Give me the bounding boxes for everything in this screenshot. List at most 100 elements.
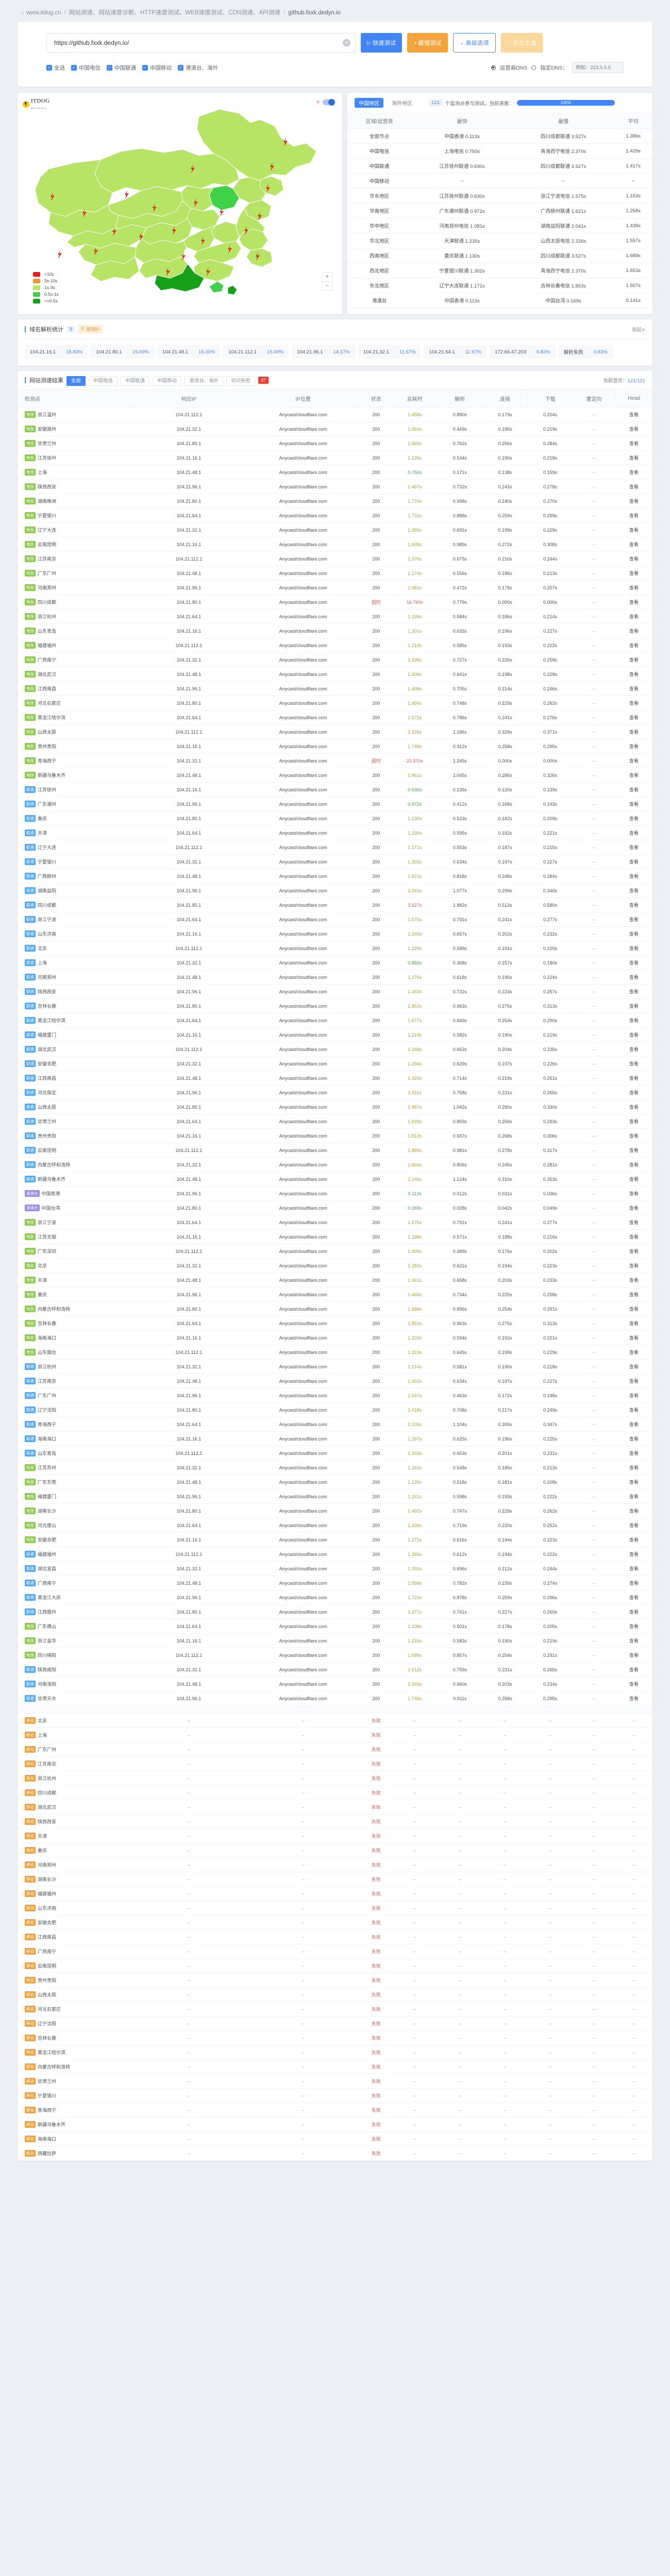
result-head-link[interactable]: 查看 bbox=[615, 1676, 652, 1691]
table-row[interactable]: 移动 福建福州 -- -- 失败 -- -- -- -- -- -- bbox=[18, 1886, 652, 1901]
table-row[interactable]: 移动 广东广州 -- -- 失败 -- -- -- -- -- -- bbox=[18, 1742, 652, 1757]
checkbox-mark[interactable]: ✓ bbox=[142, 64, 148, 71]
table-row[interactable]: 移动 安徽合肥 -- -- 失败 -- -- -- -- -- -- bbox=[18, 1915, 652, 1930]
result-head-link[interactable]: 查看 bbox=[615, 1489, 652, 1504]
table-row[interactable]: 电信 山东青岛 104.21.16.1 Anycast/cloudflare.com 2… bbox=[18, 623, 652, 638]
result-head-link[interactable]: -- bbox=[615, 1857, 652, 1872]
result-head-link[interactable]: 查看 bbox=[615, 1417, 652, 1432]
checkbox-mark[interactable]: ✓ bbox=[107, 64, 112, 71]
table-row[interactable]: 移动 吉林长春 -- -- 失败 -- -- -- -- -- -- bbox=[18, 2030, 652, 2045]
result-head-link[interactable]: 查看 bbox=[615, 1475, 652, 1489]
result-head-link[interactable]: 查看 bbox=[615, 1128, 652, 1143]
table-row[interactable]: 联通 山东济南 104.21.16.1 Anycast/cloudflare.com 2… bbox=[18, 926, 652, 941]
table-row[interactable]: 电信 北京 104.21.32.1 Anycast/cloudflare.com 200… bbox=[18, 1258, 652, 1273]
url-input[interactable] bbox=[46, 33, 356, 53]
result-head-link[interactable]: -- bbox=[615, 1800, 652, 1815]
table-row[interactable]: 联通 黑龙江大庆 104.21.96.1 Anycast/cloudflare.com… bbox=[18, 1590, 652, 1605]
table-row[interactable]: 移动 浙江杭州 -- -- 失败 -- -- -- -- -- -- bbox=[18, 1771, 652, 1786]
table-row[interactable]: 电信 四川成都 104.21.80.1 Anycast/cloudflare.com 超… bbox=[18, 595, 652, 609]
table-row[interactable]: 电信 山东烟台 104.21.112.1 Anycast/cloudflare.com… bbox=[18, 1345, 652, 1360]
table-row[interactable]: 移动 江西南昌 -- -- 失败 -- -- -- -- -- -- bbox=[18, 1929, 652, 1944]
result-head-link[interactable]: 查看 bbox=[615, 998, 652, 1013]
custom-dns-input[interactable] bbox=[572, 62, 624, 73]
result-head-link[interactable]: 查看 bbox=[615, 1561, 652, 1576]
result-head-link[interactable]: 查看 bbox=[615, 1604, 652, 1619]
result-head-link[interactable]: -- bbox=[615, 2002, 652, 2016]
result-head-link[interactable]: -- bbox=[615, 1958, 652, 1973]
result-head-link[interactable]: 查看 bbox=[615, 566, 652, 581]
table-row[interactable]: 电信 湖南长沙 104.21.80.1 Anycast/cloudflare.com 2… bbox=[18, 1503, 652, 1518]
table-row[interactable]: 电信 重庆 104.21.96.1 Anycast/cloudflare.com 200… bbox=[18, 1287, 652, 1302]
table-row[interactable]: 电信 江苏无锡 104.21.16.1 Anycast/cloudflare.com 2… bbox=[18, 1229, 652, 1244]
result-head-link[interactable]: -- bbox=[615, 1929, 652, 1944]
table-row[interactable]: 联通 江苏南京 104.21.48.1 Anycast/cloudflare.com 2… bbox=[18, 1374, 652, 1388]
result-head-link[interactable]: -- bbox=[615, 1973, 652, 1988]
result-head-link[interactable]: 查看 bbox=[615, 1345, 652, 1360]
result-head-link[interactable]: 查看 bbox=[615, 1633, 652, 1648]
table-row[interactable]: 移动 贵州贵阳 -- -- 失败 -- -- -- -- -- -- bbox=[18, 1973, 652, 1988]
result-head-link[interactable]: -- bbox=[615, 2059, 652, 2074]
table-row[interactable]: 电信 浙江杭州 104.21.64.1 Anycast/cloudflare.com 2… bbox=[18, 609, 652, 624]
result-head-link[interactable]: -- bbox=[615, 1756, 652, 1771]
table-row[interactable]: 电信 江西南昌 104.21.96.1 Anycast/cloudflare.com 2… bbox=[18, 681, 652, 696]
fast-test-button[interactable]: ▷ 快速测试 bbox=[361, 33, 403, 53]
result-head-link[interactable]: 查看 bbox=[615, 522, 652, 537]
table-row[interactable]: 联通 陕西西安 104.21.96.1 Anycast/cloudflare.com 2… bbox=[18, 984, 652, 999]
results-filter-5[interactable]: 访问失败 bbox=[226, 376, 256, 386]
result-head-link[interactable]: -- bbox=[615, 1771, 652, 1786]
table-row[interactable]: 联通 浙江宁波 104.21.64.1 Anycast/cloudflare.com 2… bbox=[18, 912, 652, 927]
table-row[interactable]: 港澳台 中国台湾 104.21.80.1 Anycast/cloudflare.com… bbox=[18, 1200, 652, 1215]
result-head-link[interactable]: -- bbox=[615, 2074, 652, 2089]
table-row[interactable]: 移动 四川成都 -- -- 失败 -- -- -- -- -- -- bbox=[18, 1785, 652, 1800]
result-head-link[interactable]: -- bbox=[615, 1828, 652, 1843]
result-head-link[interactable]: -- bbox=[615, 1727, 652, 1742]
result-head-link[interactable]: 查看 bbox=[615, 407, 652, 422]
table-row[interactable]: 联通 福建厦门 104.21.16.1 Anycast/cloudflare.com 2… bbox=[18, 1027, 652, 1042]
table-row[interactable]: 电信 安徽合肥 104.21.16.1 Anycast/cloudflare.com 2… bbox=[18, 1532, 652, 1547]
table-row[interactable]: 联通 内蒙古呼和浩特 104.21.32.1 Anycast/cloudflare.c… bbox=[18, 1157, 652, 1172]
result-head-link[interactable]: -- bbox=[615, 2146, 652, 2161]
table-row[interactable]: 联通 辽宁沈阳 104.21.80.1 Anycast/cloudflare.com 2… bbox=[18, 1402, 652, 1417]
generating-button[interactable]: ◠ 正在生成 bbox=[500, 33, 543, 53]
table-row[interactable]: 电信 广东广州 104.21.48.1 Anycast/cloudflare.com 2… bbox=[18, 566, 652, 581]
table-row[interactable]: 移动 海南海口 -- -- 失败 -- -- -- -- -- -- bbox=[18, 2131, 652, 2146]
table-row[interactable]: 电信 安徽滁州 104.21.32.1 Anycast/cloudflare.com 2… bbox=[18, 421, 652, 436]
result-head-link[interactable]: -- bbox=[615, 2088, 652, 2103]
table-row[interactable]: 电信 天津 104.21.48.1 Anycast/cloudflare.com 200… bbox=[18, 1273, 652, 1287]
result-head-link[interactable]: 查看 bbox=[615, 1460, 652, 1475]
checkbox-mark[interactable]: ✓ bbox=[46, 64, 52, 71]
table-row[interactable]: 电信 新疆乌鲁木齐 104.21.48.1 Anycast/cloudflare.co… bbox=[18, 768, 652, 783]
result-head-link[interactable]: -- bbox=[615, 1814, 652, 1829]
result-head-link[interactable]: -- bbox=[615, 1785, 652, 1800]
table-row[interactable]: 电信 贵州贵阳 104.21.16.1 Anycast/cloudflare.com 2… bbox=[18, 739, 652, 754]
result-head-link[interactable]: 查看 bbox=[615, 1114, 652, 1129]
table-row[interactable]: 联通 河北保定 104.21.96.1 Anycast/cloudflare.com 2… bbox=[18, 1085, 652, 1100]
table-row[interactable]: 电信 内蒙古呼和浩特 104.21.80.1 Anycast/cloudflare.c… bbox=[18, 1301, 652, 1316]
results-filter-3[interactable]: 中国移动 bbox=[153, 376, 182, 386]
table-row[interactable]: 联通 河南洛阳 104.21.48.1 Anycast/cloudflare.com 2… bbox=[18, 1676, 652, 1691]
result-head-link[interactable]: 查看 bbox=[615, 955, 652, 970]
table-row[interactable]: 移动 云南昆明 -- -- 失败 -- -- -- -- -- -- bbox=[18, 1958, 652, 1973]
breadcrumb-site[interactable]: www.itdog.cn bbox=[26, 10, 61, 16]
result-head-link[interactable]: 查看 bbox=[615, 1027, 652, 1042]
dns-ip-item-8[interactable]: 解析失败 0.83% bbox=[558, 345, 613, 359]
tab-china-region[interactable]: 中国地区 bbox=[355, 98, 383, 108]
result-head-link[interactable]: 查看 bbox=[615, 1056, 652, 1071]
table-row[interactable]: 移动 黑龙江哈尔滨 -- -- 失败 -- -- -- -- -- -- bbox=[18, 2045, 652, 2060]
result-head-link[interactable]: 查看 bbox=[615, 1330, 652, 1345]
table-row[interactable]: 联通 河南郑州 104.21.48.1 Anycast/cloudflare.com 2… bbox=[18, 970, 652, 985]
result-head-link[interactable]: -- bbox=[615, 1915, 652, 1930]
table-row[interactable]: 电信 甘肃兰州 104.21.80.1 Anycast/cloudflare.com 2… bbox=[18, 436, 652, 451]
table-row[interactable]: 电信 福建厦门 104.21.96.1 Anycast/cloudflare.com 2… bbox=[18, 1489, 652, 1504]
table-row[interactable]: 移动 新疆乌鲁木齐 -- -- 失败 -- -- -- -- -- -- bbox=[18, 2117, 652, 2132]
result-head-link[interactable]: 查看 bbox=[615, 450, 652, 465]
dns-ip-item-7[interactable]: 172.66.47.203 0.83% bbox=[490, 345, 556, 359]
result-head-link[interactable]: 查看 bbox=[615, 1374, 652, 1388]
table-row[interactable]: 联通 云南昆明 104.21.112.1 Anycast/cloudflare.com… bbox=[18, 1143, 652, 1158]
result-head-link[interactable]: -- bbox=[615, 1742, 652, 1757]
table-row[interactable]: 移动 天津 -- -- 失败 -- -- -- -- -- -- bbox=[18, 1828, 652, 1843]
table-row[interactable]: 移动 内蒙古呼和浩特 -- -- 失败 -- -- -- -- -- -- bbox=[18, 2059, 652, 2074]
table-row[interactable]: 联通 青海西宁 104.21.64.1 Anycast/cloudflare.com 2… bbox=[18, 1417, 652, 1432]
table-row[interactable]: 联通 江西南昌 104.21.48.1 Anycast/cloudflare.com 2… bbox=[18, 1071, 652, 1086]
table-row[interactable]: 联通 吉林长春 104.21.80.1 Anycast/cloudflare.com 2… bbox=[18, 998, 652, 1013]
